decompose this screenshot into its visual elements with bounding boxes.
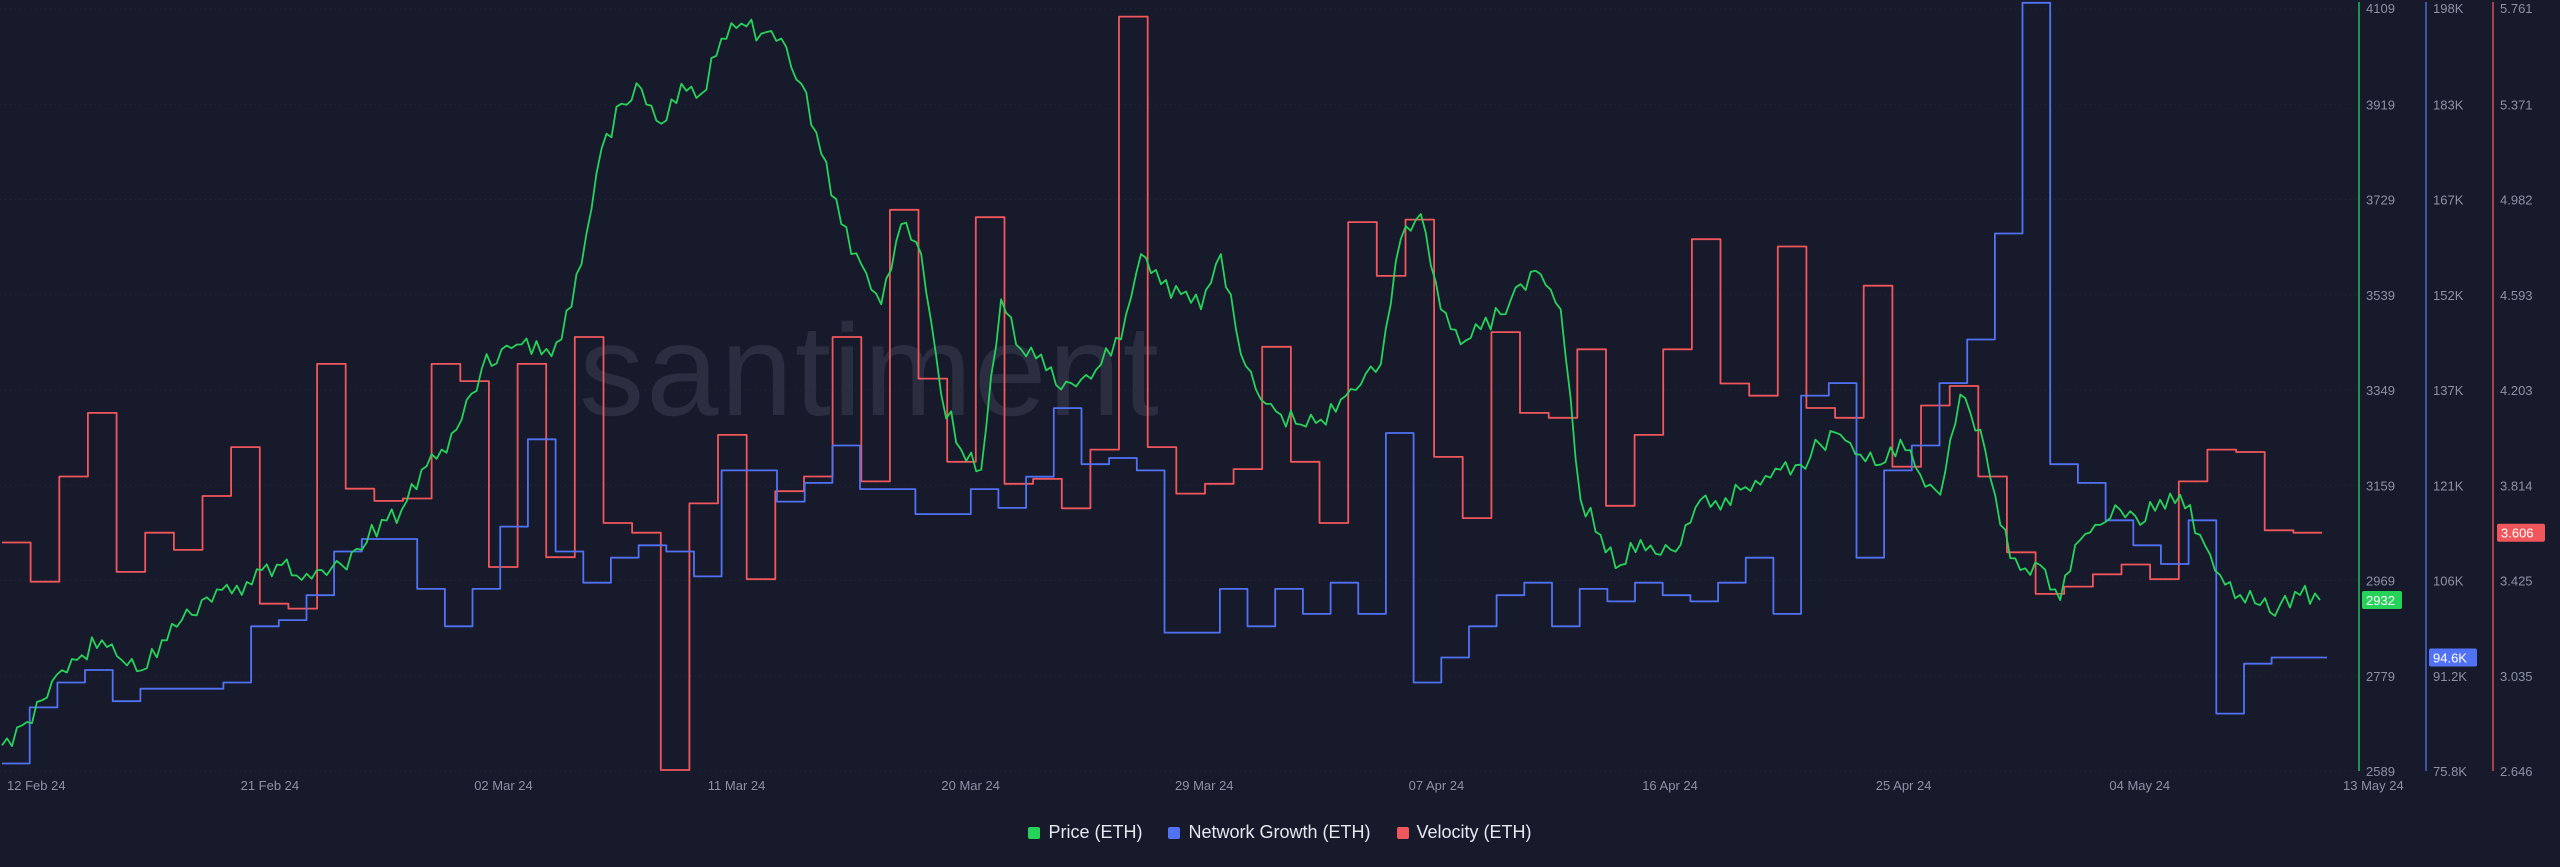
- gridlines: [0, 8, 2358, 772]
- legend: Price (ETH) Network Growth (ETH) Velocit…: [0, 822, 2560, 843]
- velocity-axis-tick-label: 4.203: [2500, 383, 2533, 398]
- velocity-axis-tick-label: 4.593: [2500, 288, 2533, 303]
- x-tick-label: 25 Apr 24: [1876, 778, 1932, 793]
- y-axes: 4109 3919 3729 3539 3349 3159 2969 2779 2589 198K…: [2358, 1, 2533, 779]
- network_growth-axis-tick-label: 152K: [2433, 288, 2464, 303]
- network_growth-axis-tick-label: 106K: [2433, 574, 2464, 589]
- network_growth-axis-tick-label: 198K: [2433, 1, 2464, 16]
- x-tick-label: 04 May 24: [2109, 778, 2170, 793]
- velocity-axis-tick-label: 2.646: [2500, 764, 2533, 779]
- velocity-axis-tick-label: 3.814: [2500, 478, 2533, 493]
- velocity-series-line: [2, 15, 2322, 771]
- legend-swatch-network-growth: [1168, 826, 1181, 839]
- x-tick-label: 07 Apr 24: [1409, 778, 1465, 793]
- x-tick-label: 16 Apr 24: [1642, 778, 1698, 793]
- legend-label-price: Price (ETH): [1048, 822, 1143, 842]
- last-value-badges: 2932 94.6K 3.606: [2362, 523, 2545, 667]
- legend-swatch-velocity: [1396, 826, 1409, 839]
- velocity-axis-tick-label: 5.761: [2500, 1, 2533, 16]
- price-series-line: [1, 18, 2321, 747]
- x-tick-label: 20 Mar 24: [941, 778, 1000, 793]
- svg-text:3.606: 3.606: [2501, 526, 2534, 541]
- price-axis-tick-label: 2779: [2366, 669, 2395, 684]
- price-axis-tick-label: 2969: [2366, 574, 2395, 589]
- x-tick-label: 11 Mar 24: [708, 778, 766, 793]
- price-axis-tick-label: 2589: [2366, 764, 2395, 779]
- legend-label-velocity: Velocity (ETH): [1416, 822, 1532, 842]
- price-axis-tick-label: 3349: [2366, 383, 2395, 398]
- x-tick-label: 02 Mar 24: [474, 778, 533, 793]
- network_growth-axis-tick-label: 167K: [2433, 193, 2464, 208]
- velocity-axis-tick-label: 3.425: [2500, 574, 2533, 589]
- legend-label-network-growth: Network Growth (ETH): [1188, 822, 1371, 842]
- price-axis-tick-label: 3159: [2366, 478, 2395, 493]
- legend-swatch-price: [1028, 826, 1041, 839]
- price-axis-tick-label: 3919: [2366, 97, 2395, 112]
- x-tick-label: 29 Mar 24: [1175, 778, 1234, 793]
- velocity-axis-tick-label: 4.982: [2500, 193, 2533, 208]
- x-tick-label: 12 Feb 24: [7, 778, 66, 793]
- legend-item-price[interactable]: Price (ETH): [1028, 822, 1142, 843]
- price-axis-tick-label: 3539: [2366, 288, 2395, 303]
- network_growth-axis-tick-label: 121K: [2433, 478, 2464, 493]
- network_growth-axis-tick-label: 137K: [2433, 383, 2464, 398]
- legend-item-network-growth[interactable]: Network Growth (ETH): [1168, 822, 1371, 843]
- velocity-axis-tick-label: 3.035: [2500, 669, 2533, 684]
- network_growth-axis-tick-label: 91.2K: [2433, 669, 2467, 684]
- price-last-value-badge: 2932: [2362, 591, 2402, 610]
- network_growth-series-line: [2, 1, 2327, 765]
- x-tick-label: 21 Feb 24: [241, 778, 300, 793]
- svg-text:94.6K: 94.6K: [2433, 651, 2467, 666]
- svg-text:2932: 2932: [2366, 593, 2395, 608]
- velocity-axis-tick-label: 5.371: [2500, 97, 2533, 112]
- velocity-last-value-badge: 3.606: [2497, 523, 2545, 542]
- network_growth-axis-tick-label: 183K: [2433, 97, 2464, 112]
- x-axis: 12 Feb 24 21 Feb 24 02 Mar 24 11 Mar 24 20 M…: [7, 778, 2404, 793]
- series-lines: [1, 1, 2327, 771]
- network_growth-axis-tick-label: 75.8K: [2433, 764, 2467, 779]
- price-axis-tick-label: 3729: [2366, 193, 2395, 208]
- x-tick-label: 13 May 24: [2343, 778, 2404, 793]
- network_growth-last-value-badge: 94.6K: [2429, 648, 2477, 667]
- legend-item-velocity[interactable]: Velocity (ETH): [1396, 822, 1532, 843]
- watermark: santiment: [579, 297, 1161, 443]
- price-axis-tick-label: 4109: [2366, 1, 2395, 16]
